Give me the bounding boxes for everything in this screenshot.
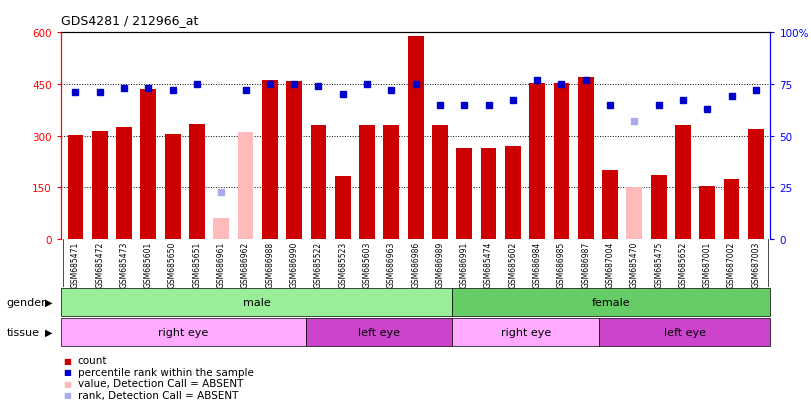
Text: ■: ■ <box>63 356 71 365</box>
Bar <box>359 126 375 240</box>
Bar <box>262 81 277 240</box>
Bar <box>650 176 667 240</box>
Bar <box>306 318 453 346</box>
Text: female: female <box>592 297 631 307</box>
Text: left eye: left eye <box>358 327 400 337</box>
Bar <box>748 129 764 240</box>
Bar <box>432 126 448 240</box>
Bar <box>723 179 740 240</box>
Bar <box>505 147 521 240</box>
Bar <box>481 148 496 240</box>
Text: tissue: tissue <box>6 327 40 337</box>
Text: ■: ■ <box>63 367 71 376</box>
Text: ▶: ▶ <box>45 327 53 337</box>
Text: gender: gender <box>6 297 46 307</box>
Bar <box>453 318 599 346</box>
Bar <box>61 288 453 316</box>
Bar <box>578 78 594 240</box>
Text: rank, Detection Call = ABSENT: rank, Detection Call = ABSENT <box>78 390 238 400</box>
Bar <box>675 126 691 240</box>
Bar <box>530 83 545 240</box>
Bar <box>238 133 253 240</box>
Bar <box>602 171 618 240</box>
Bar <box>67 135 84 240</box>
Bar <box>554 83 569 240</box>
Bar <box>699 186 715 240</box>
Text: male: male <box>242 297 270 307</box>
Text: ■: ■ <box>63 390 71 399</box>
Bar <box>453 288 770 316</box>
Text: GDS4281 / 212966_at: GDS4281 / 212966_at <box>61 14 198 27</box>
Bar <box>457 148 472 240</box>
Bar <box>335 177 350 240</box>
Bar <box>408 36 423 240</box>
Text: left eye: left eye <box>664 327 706 337</box>
Text: ■: ■ <box>63 379 71 388</box>
Bar <box>116 128 132 240</box>
Text: percentile rank within the sample: percentile rank within the sample <box>78 367 254 377</box>
Bar <box>286 82 302 240</box>
Text: right eye: right eye <box>500 327 551 337</box>
Bar <box>189 124 205 240</box>
Text: right eye: right eye <box>158 327 208 337</box>
Bar <box>213 219 230 240</box>
Bar <box>626 188 642 240</box>
Bar <box>165 135 181 240</box>
Bar <box>140 90 157 240</box>
Text: ▶: ▶ <box>45 297 53 307</box>
Bar <box>61 318 306 346</box>
Bar <box>311 126 326 240</box>
Text: value, Detection Call = ABSENT: value, Detection Call = ABSENT <box>78 378 243 388</box>
Bar <box>599 318 770 346</box>
Bar <box>384 126 399 240</box>
Text: count: count <box>78 355 107 365</box>
Bar <box>92 132 108 240</box>
